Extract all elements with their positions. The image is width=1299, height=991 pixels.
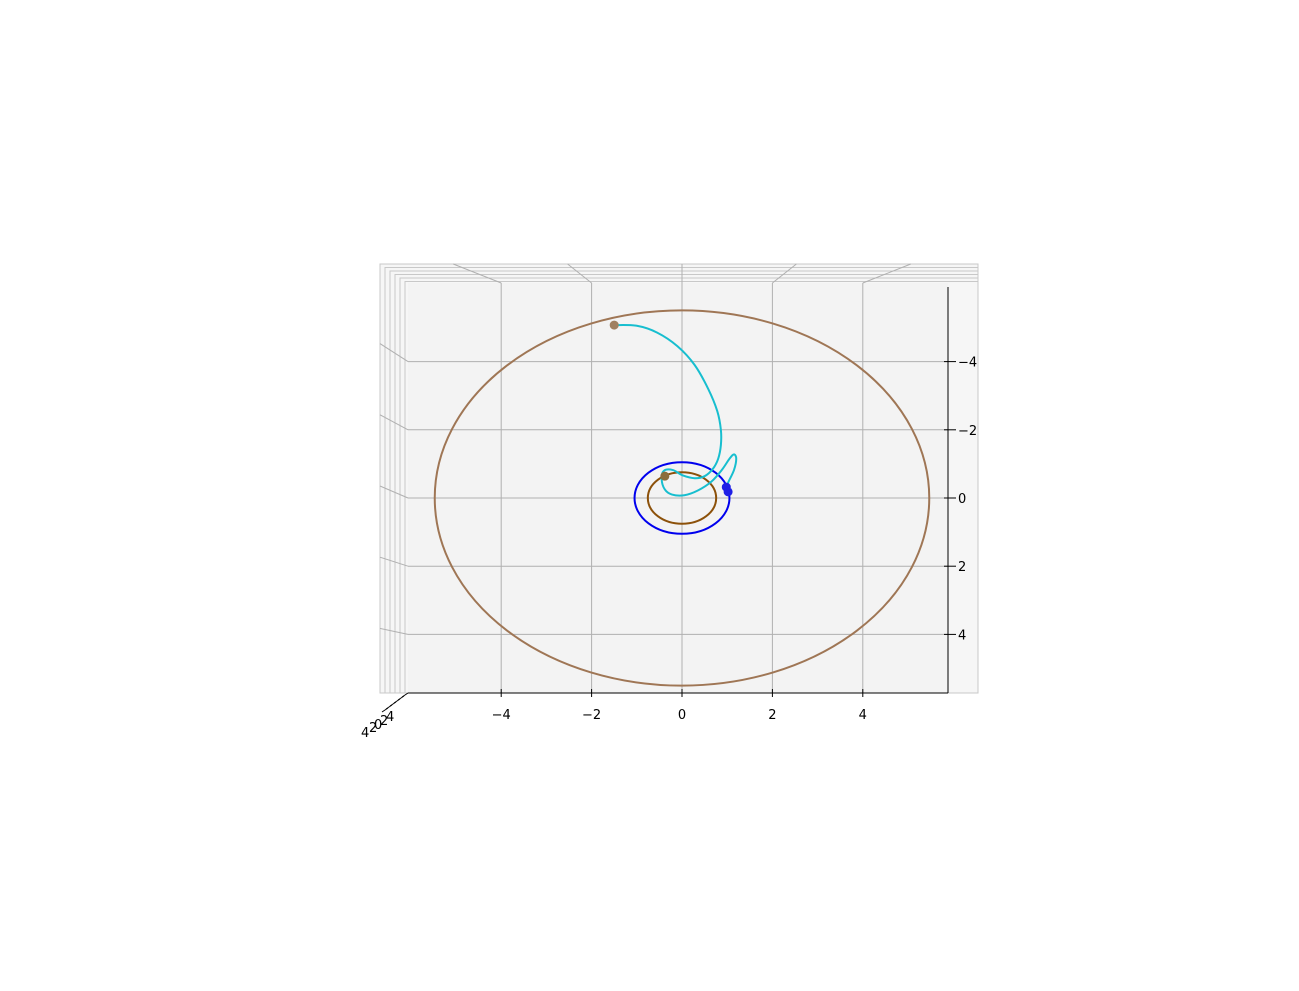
x-tick-label: −4 bbox=[492, 708, 511, 723]
grid-line-y-ext bbox=[379, 343, 409, 363]
y-tick-label: 4 bbox=[958, 628, 966, 643]
grid-line-x-ext bbox=[453, 263, 502, 284]
pane-floor bbox=[408, 283, 948, 693]
y-tick-label: 0 bbox=[958, 492, 966, 507]
z-tick-label: 0 bbox=[374, 718, 382, 733]
y-tick-label: −4 bbox=[958, 356, 977, 371]
z-tick-mark bbox=[381, 707, 389, 713]
x-tick-label: −2 bbox=[582, 708, 601, 723]
grid-line-x-ext bbox=[567, 263, 592, 284]
x-tick-label: 2 bbox=[768, 708, 776, 723]
z-tick-label: 2 bbox=[369, 721, 377, 736]
grid-line-y-ext bbox=[379, 556, 409, 567]
y-tick-label: 2 bbox=[958, 560, 966, 575]
grid-line-y-ext bbox=[379, 627, 409, 635]
outer_orbit bbox=[433, 309, 931, 687]
transfer bbox=[614, 324, 738, 497]
marker-body_small bbox=[660, 471, 670, 481]
z-tick-label: 4 bbox=[361, 726, 369, 741]
marker-body_outer bbox=[609, 320, 619, 330]
marker-body_blue2 bbox=[723, 487, 733, 497]
grid-line-x-ext bbox=[862, 263, 911, 284]
grid-line-y-ext bbox=[379, 414, 409, 431]
x-tick-labels: −4 −2 0 2 4 bbox=[492, 708, 867, 723]
series-layer bbox=[433, 309, 931, 687]
grid-line-x-ext bbox=[772, 263, 797, 284]
x-tick-label: 0 bbox=[678, 708, 686, 723]
y-tick-labels: −4 −2 0 2 4 bbox=[958, 356, 977, 644]
inner_orbit bbox=[646, 471, 718, 525]
grid-lines bbox=[379, 263, 948, 693]
axes-lines bbox=[381, 287, 956, 713]
plot-pane bbox=[408, 283, 948, 693]
x-tick-label: 4 bbox=[859, 708, 867, 723]
grid-line-y-ext bbox=[379, 485, 409, 499]
marker-layer bbox=[609, 320, 733, 497]
z-tick-label: 4 bbox=[386, 710, 394, 725]
y-tick-label: −2 bbox=[958, 424, 977, 439]
z-tick-label: 2 bbox=[380, 714, 388, 729]
mid_orbit bbox=[633, 461, 731, 535]
